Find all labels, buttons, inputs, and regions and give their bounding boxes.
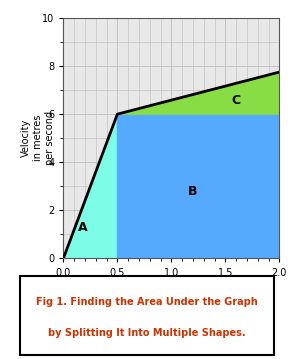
Polygon shape <box>118 72 279 114</box>
Y-axis label: Velocity
in metres
per second: Velocity in metres per second <box>21 111 54 165</box>
Polygon shape <box>118 114 279 258</box>
Polygon shape <box>63 114 118 258</box>
X-axis label: Time in seconds: Time in seconds <box>129 283 213 293</box>
Text: Fig 1. Finding the Area Under the Graph: Fig 1. Finding the Area Under the Graph <box>36 297 258 307</box>
FancyBboxPatch shape <box>20 276 274 355</box>
Text: C: C <box>232 94 241 107</box>
Text: A: A <box>78 221 88 234</box>
Text: B: B <box>188 185 198 198</box>
Text: by Splitting It Into Multiple Shapes.: by Splitting It Into Multiple Shapes. <box>48 328 246 338</box>
